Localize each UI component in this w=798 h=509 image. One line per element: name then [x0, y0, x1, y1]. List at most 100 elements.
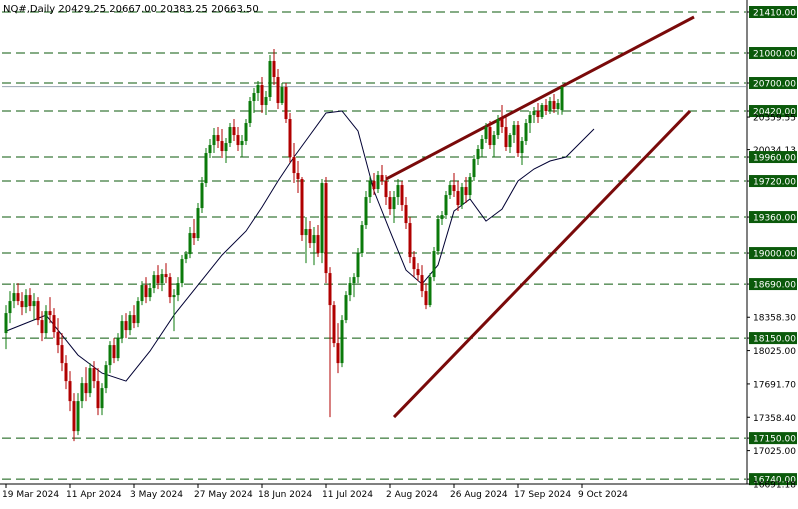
candle-body — [168, 277, 172, 298]
candle — [380, 165, 384, 186]
candle — [80, 377, 84, 409]
candle-body — [472, 159, 476, 178]
candle — [180, 255, 184, 288]
candle-body — [200, 183, 204, 209]
price-level-badge — [749, 105, 797, 118]
candle — [140, 281, 144, 306]
candle-body — [88, 368, 92, 394]
candle — [420, 265, 424, 298]
candle — [492, 131, 496, 158]
candle — [296, 161, 300, 194]
candle — [560, 86, 564, 115]
candle — [468, 173, 472, 200]
candle-body — [380, 175, 384, 182]
candle-body — [508, 135, 512, 148]
price-tick-label: 17691.70 — [753, 380, 796, 390]
candle — [456, 181, 460, 212]
candle-body — [60, 345, 64, 364]
candle — [244, 119, 248, 146]
candle-body — [156, 275, 160, 284]
candle — [88, 363, 92, 398]
candle — [528, 111, 532, 134]
candle — [340, 315, 344, 368]
time-tick-label: 27 May 2024 — [194, 490, 253, 500]
candle-body — [172, 295, 176, 298]
price-level-badge — [749, 332, 797, 345]
candle-body — [72, 401, 76, 432]
candle-body — [248, 101, 252, 124]
candle — [264, 91, 268, 116]
candle — [60, 333, 64, 372]
candle — [452, 173, 456, 198]
candle — [436, 215, 440, 256]
candle — [64, 355, 68, 390]
candle — [356, 248, 360, 284]
candle-body — [108, 345, 112, 366]
candle-body — [312, 235, 316, 244]
candle — [496, 115, 500, 140]
candle-body — [232, 127, 236, 136]
candle — [508, 133, 512, 154]
candle-body — [272, 61, 276, 78]
candle-body — [300, 179, 304, 236]
price-level-badge — [749, 47, 797, 60]
price-level-badge — [749, 211, 797, 224]
candle-body — [384, 181, 388, 198]
candle — [56, 318, 60, 354]
candle — [268, 55, 272, 102]
candle-body — [476, 149, 480, 160]
candle-body — [352, 277, 356, 284]
candle — [68, 371, 72, 412]
candle-body — [340, 320, 344, 364]
candle-body — [36, 301, 40, 321]
price-tick-label: 18150.00 — [753, 335, 796, 345]
candle-body — [100, 388, 104, 409]
candle-body — [164, 274, 168, 278]
candle — [112, 338, 116, 364]
trendline — [392, 109, 692, 419]
candle — [500, 105, 504, 134]
candle-body — [456, 191, 460, 206]
candle — [148, 283, 152, 302]
price-tick-label: 18358.30 — [753, 314, 796, 324]
chart-title: NQ#,Daily 20429.25 20667.00 20383.25 206… — [3, 4, 259, 15]
candle-body — [296, 173, 300, 180]
price-level-badge — [749, 247, 797, 260]
candle-body — [512, 125, 516, 136]
time-tick-label: 17 Sep 2024 — [514, 490, 571, 500]
price-tick-label: 17150.00 — [753, 435, 796, 445]
candle-body — [264, 97, 268, 106]
candle — [124, 313, 128, 339]
candle-body — [480, 139, 484, 150]
candle-body — [416, 269, 420, 276]
candle-body — [136, 301, 140, 324]
candle — [16, 283, 20, 306]
candle — [232, 119, 236, 142]
candle — [448, 181, 452, 200]
candle-body — [52, 315, 56, 333]
candle-body — [412, 257, 416, 270]
candle-body — [128, 315, 132, 331]
candle — [100, 383, 104, 416]
candle-body — [84, 383, 88, 394]
candle — [48, 297, 52, 324]
candle-body — [408, 223, 412, 258]
price-tick-label: 19360.00 — [753, 214, 796, 224]
candle-body — [468, 177, 472, 196]
candle-body — [548, 101, 552, 112]
candle-body — [244, 123, 248, 142]
candle — [144, 277, 148, 304]
candle — [76, 393, 80, 436]
candle-body — [400, 185, 404, 206]
candle — [428, 273, 432, 308]
candle-body — [8, 301, 12, 314]
time-tick-label: 11 Apr 2024 — [66, 490, 122, 500]
candle-body — [540, 105, 544, 118]
price-level-badge — [749, 151, 797, 164]
price-tick-label: 21000.00 — [753, 50, 796, 60]
candle — [24, 289, 28, 314]
candle — [392, 191, 396, 224]
candle — [12, 283, 16, 309]
candle-body — [48, 311, 52, 316]
candle-body — [428, 277, 432, 306]
